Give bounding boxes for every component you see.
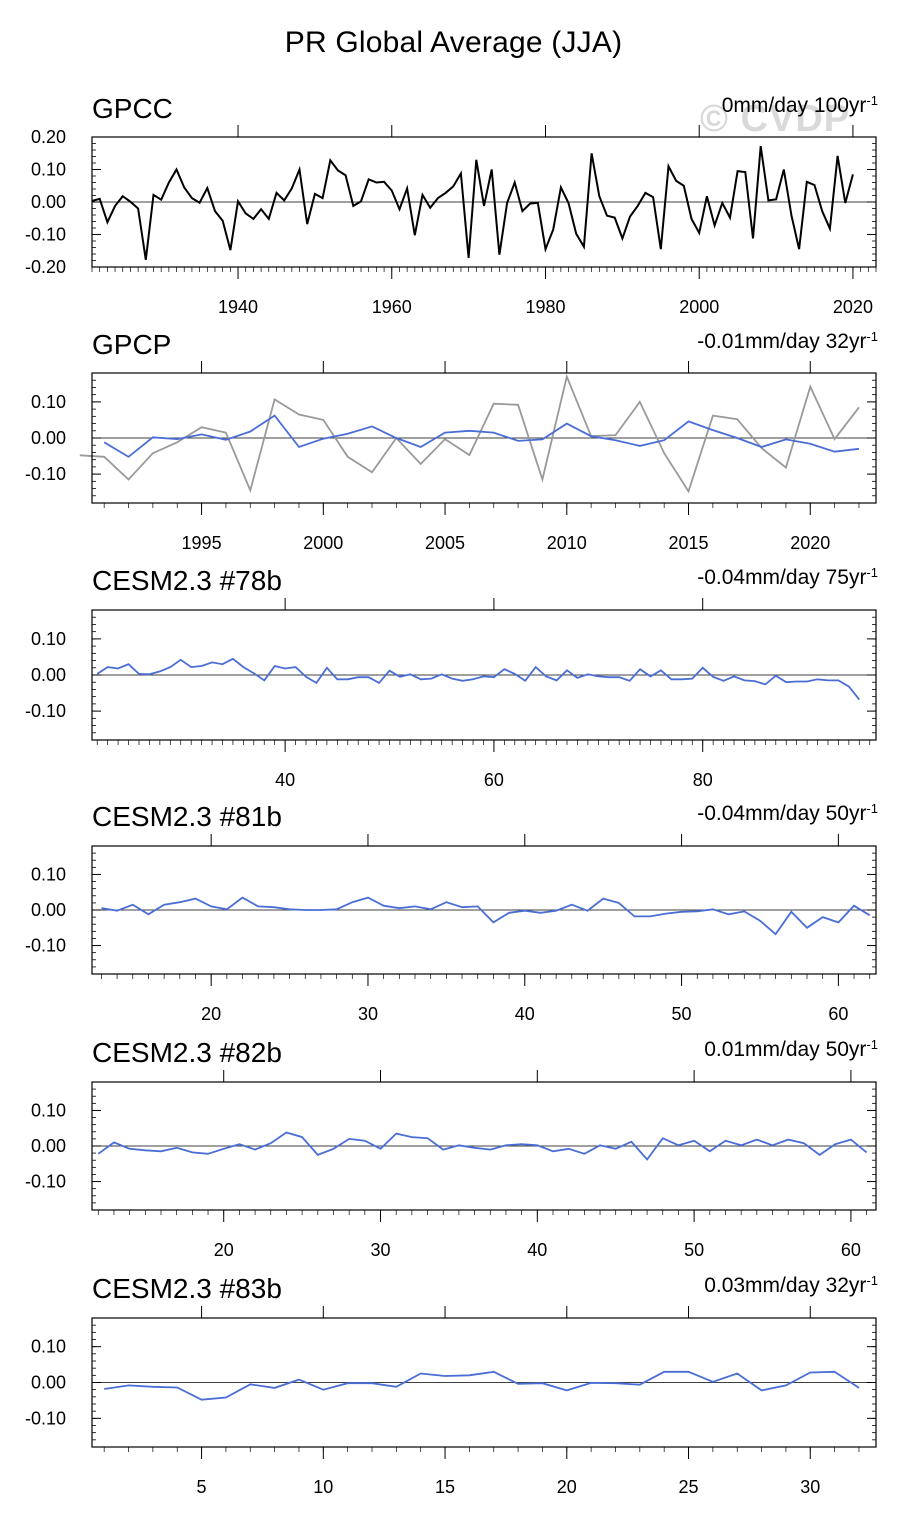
y-tick-label: 0.10 xyxy=(31,160,66,180)
chart-title: CESM2.3 #82b xyxy=(92,1037,282,1068)
y-tick-label: 0.00 xyxy=(31,428,66,448)
chart-title: CESM2.3 #81b xyxy=(92,801,282,832)
x-tick-label: 40 xyxy=(527,1240,547,1260)
x-tick-label: 1980 xyxy=(525,297,565,317)
x-tick-label: 30 xyxy=(358,1004,378,1024)
trend-label: 0.01mm/day 50yr-1 xyxy=(704,1037,878,1062)
x-tick-label: 2000 xyxy=(303,533,343,553)
y-tick-label: 0.00 xyxy=(31,192,66,212)
x-tick-label: 50 xyxy=(684,1240,704,1260)
y-tick-label: 0.00 xyxy=(31,900,66,920)
x-tick-label: 40 xyxy=(515,1004,535,1024)
x-tick-label: 2000 xyxy=(679,297,719,317)
y-tick-label: 0.00 xyxy=(31,1373,66,1393)
chart-title: CESM2.3 #83b xyxy=(92,1273,282,1304)
y-tick-label: 0.10 xyxy=(31,629,66,649)
chart-panel-1: GPCP -0.01mm/day 32yr-1 -0.10 0.00 0.10 1995 2… xyxy=(25,329,878,554)
series-line-0 xyxy=(79,373,860,494)
x-tick-label: 2015 xyxy=(668,533,708,553)
y-tick-label: -0.10 xyxy=(25,936,66,956)
y-tick-label: -0.20 xyxy=(25,257,66,277)
trend-label: 0mm/day 100yr-1 xyxy=(722,93,878,118)
x-tick-label: 30 xyxy=(370,1240,390,1260)
y-tick-label: 0.00 xyxy=(31,665,66,685)
x-tick-label: 2020 xyxy=(833,297,873,317)
x-tick-label: 40 xyxy=(275,770,295,790)
y-tick-label: -0.10 xyxy=(25,1172,66,1192)
x-tick-label: 1960 xyxy=(372,297,412,317)
x-tick-label: 25 xyxy=(679,1477,699,1497)
trend-label: -0.01mm/day 32yr-1 xyxy=(697,329,878,354)
x-tick-label: 2010 xyxy=(547,533,587,553)
x-tick-label: 30 xyxy=(800,1477,820,1497)
chart-title: GPCC xyxy=(92,93,173,124)
x-tick-label: 60 xyxy=(484,770,504,790)
y-tick-label: 0.10 xyxy=(31,392,66,412)
x-tick-label: 50 xyxy=(672,1004,692,1024)
x-tick-label: 80 xyxy=(693,770,713,790)
y-tick-label: -0.10 xyxy=(25,464,66,484)
x-tick-label: 20 xyxy=(214,1240,234,1260)
trend-label: -0.04mm/day 50yr-1 xyxy=(697,801,878,826)
series-line-0 xyxy=(97,1131,868,1161)
x-tick-label: 1995 xyxy=(182,533,222,553)
y-tick-label: 0.20 xyxy=(31,127,66,147)
y-tick-label: -0.10 xyxy=(25,225,66,245)
x-tick-label: 60 xyxy=(828,1004,848,1024)
x-tick-label: 2005 xyxy=(425,533,465,553)
x-tick-label: 1940 xyxy=(218,297,258,317)
trend-label: -0.04mm/day 75yr-1 xyxy=(697,565,878,590)
chart-title: GPCP xyxy=(92,329,171,360)
x-tick-label: 20 xyxy=(201,1004,221,1024)
chart-title: CESM2.3 #78b xyxy=(92,565,282,596)
y-tick-label: -0.10 xyxy=(25,701,66,721)
y-tick-label: -0.10 xyxy=(25,1408,66,1428)
x-tick-label: 60 xyxy=(841,1240,861,1260)
chart-panel-0: GPCC 0mm/day 100yr-1 -0.20 -0.10 0.00 0.10 0.2… xyxy=(25,93,878,318)
series-line-0 xyxy=(104,1370,860,1401)
series-line-0 xyxy=(96,657,861,701)
chart-panel-4: CESM2.3 #82b 0.01mm/day 50yr-1 -0.10 0.00 0.… xyxy=(25,1037,878,1261)
y-tick-label: 0.10 xyxy=(31,1100,66,1120)
page-title: PR Global Average (JJA) xyxy=(284,26,623,59)
chart-panel-3: CESM2.3 #81b -0.04mm/day 50yr-1 -0.10 0.00 0… xyxy=(25,801,878,1025)
series-line-0 xyxy=(91,145,854,260)
x-tick-label: 2020 xyxy=(790,533,830,553)
trend-label: 0.03mm/day 32yr-1 xyxy=(704,1273,878,1298)
cvdp-watermark: © CVDP xyxy=(700,98,851,140)
y-tick-label: 0.10 xyxy=(31,864,66,884)
x-tick-label: 5 xyxy=(197,1477,207,1497)
y-tick-label: 0.00 xyxy=(31,1136,66,1156)
y-tick-label: 0.10 xyxy=(31,1337,66,1357)
series-line-0 xyxy=(101,896,871,936)
x-tick-label: 15 xyxy=(435,1477,455,1497)
x-tick-label: 20 xyxy=(557,1477,577,1497)
chart-panel-5: CESM2.3 #83b 0.03mm/day 32yr-1 -0.10 0.00 0.… xyxy=(25,1273,878,1498)
series-line-1 xyxy=(103,414,860,458)
chart-panel-2: CESM2.3 #78b -0.04mm/day 75yr-1 -0.10 0.00 0… xyxy=(25,565,878,791)
x-tick-label: 10 xyxy=(313,1477,333,1497)
